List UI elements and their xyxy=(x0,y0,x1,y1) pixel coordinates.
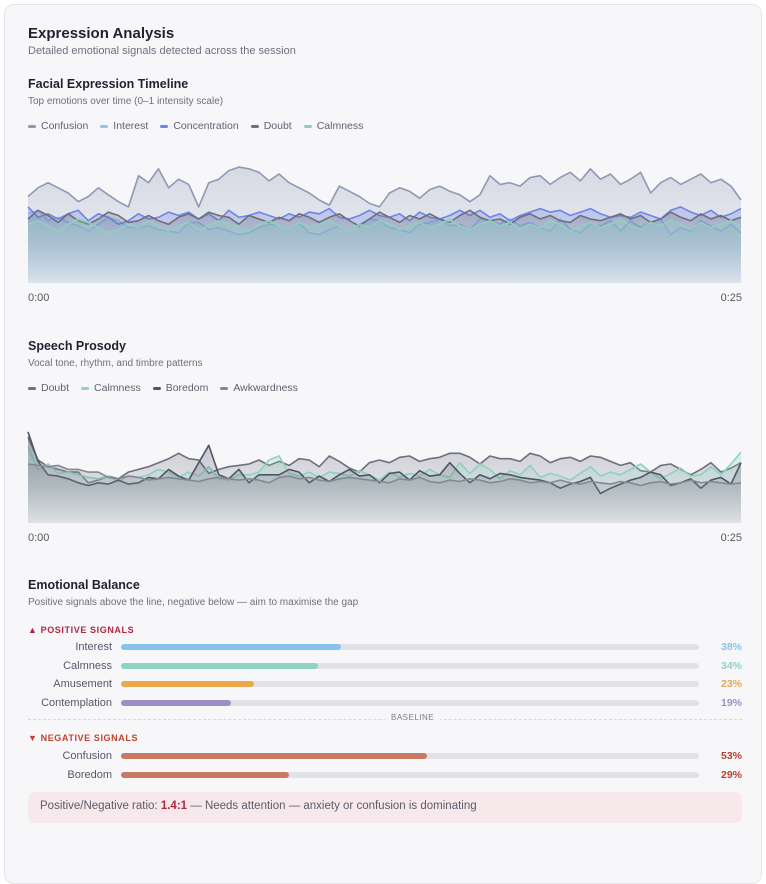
signal-label-calmness: Calmness xyxy=(63,659,112,672)
signal-value-interest: 38% xyxy=(720,641,742,653)
ratio-value: 1.4:1 xyxy=(160,800,188,812)
signal-label-amusement: Amusement xyxy=(53,678,112,690)
signal-track-calmness xyxy=(121,662,699,669)
ratio-message: — Needs attention — anxiety or confusion… xyxy=(190,800,477,812)
facial-chart-subtitle: Top emotions over time (0–1 intensity sc… xyxy=(28,96,224,107)
signal-label-confusion: Confusion xyxy=(62,750,112,762)
legend-swatch xyxy=(152,386,161,390)
legend-label: Confusion xyxy=(41,120,89,132)
legend-swatch xyxy=(220,386,229,390)
legend-item-doubt: Doubt xyxy=(28,382,69,394)
series-line-calmness xyxy=(27,446,742,483)
signal-value-contemplation: 19% xyxy=(720,696,742,709)
signal-value-confusion: 53% xyxy=(720,750,742,762)
legend-swatch xyxy=(250,124,259,128)
legend-swatch xyxy=(100,124,109,128)
signal-label-contemplation: Contemplation xyxy=(41,696,112,709)
ratio-summary-banner: Positive/Negative ratio: 1.4:1 — Needs a… xyxy=(28,792,742,823)
legend-label: Calmness xyxy=(94,382,141,394)
speech-chart-legend: Doubt Calmness Boredom Awkwardness xyxy=(28,382,298,394)
signal-bar-calmness xyxy=(121,662,318,669)
signal-bar-boredom xyxy=(121,771,289,778)
speech-x-start-label: 0:00 xyxy=(28,532,50,544)
signal-bar-contemplation xyxy=(121,699,231,706)
balance-title: Emotional Balance xyxy=(28,578,140,592)
series-line-confusion xyxy=(27,166,742,208)
legend-label: Calmness xyxy=(316,120,364,132)
signal-value-boredom: 29% xyxy=(720,768,742,781)
legend-item-interest: Interest xyxy=(100,120,148,132)
signal-track-boredom xyxy=(121,771,699,778)
series-area-calmness xyxy=(28,219,741,283)
signal-label-boredom: Boredom xyxy=(67,768,112,781)
legend-item-doubt: Doubt xyxy=(250,120,292,132)
expression-analysis-card xyxy=(4,4,762,884)
speech-chart-subtitle: Vocal tone, rhythm, and timbre patterns xyxy=(28,358,203,369)
ratio-prefix: Positive/Negative ratio: xyxy=(40,800,158,812)
series-line-calmness xyxy=(27,218,742,234)
legend-swatch xyxy=(160,124,169,128)
signal-bar-interest xyxy=(121,644,341,650)
legend-item-calmness: Calmness xyxy=(81,382,141,394)
signal-value-amusement: 23% xyxy=(720,678,742,690)
legend-swatch xyxy=(28,124,36,128)
speech-x-end-label: 0:25 xyxy=(720,532,742,544)
balance-subtitle: Positive signals above the line, negativ… xyxy=(28,597,359,608)
facial-chart-title: Facial Expression Timeline xyxy=(28,77,189,91)
positive-signals-heading: ▲ POSITIVE SIGNALS xyxy=(28,625,135,635)
legend-swatch xyxy=(28,386,36,390)
signal-bar-amusement xyxy=(121,681,254,687)
signal-track-contemplation xyxy=(121,699,699,706)
legend-label: Boredom xyxy=(165,382,209,394)
legend-item-confusion: Confusion xyxy=(28,120,88,132)
facial-x-end-label: 0:25 xyxy=(720,292,742,304)
series-line-doubt xyxy=(27,436,742,484)
legend-item-boredom: Boredom xyxy=(152,382,209,394)
legend-label: Doubt xyxy=(41,382,70,394)
facial-x-start-label: 0:00 xyxy=(28,292,50,304)
legend-item-concentration: Concentration xyxy=(160,120,239,132)
legend-swatch xyxy=(303,124,312,128)
signal-track-confusion xyxy=(121,753,699,759)
legend-item-calmness: Calmness xyxy=(303,120,364,132)
signal-bar-confusion xyxy=(121,753,428,759)
signal-label-interest: Interest xyxy=(75,641,112,653)
negative-signals-heading: ▼ NEGATIVE SIGNALS xyxy=(28,733,139,743)
speech-chart-title: Speech Prosody xyxy=(28,339,126,353)
signal-track-interest xyxy=(121,644,699,650)
legend-label: Concentration xyxy=(173,120,239,132)
signal-value-calmness: 34% xyxy=(720,659,742,672)
series-line-doubt xyxy=(27,209,742,227)
series-area-awkwardness xyxy=(28,464,741,523)
page-subtitle: Detailed emotional signals detected acro… xyxy=(28,45,296,57)
legend-label: Awkwardness xyxy=(233,382,298,394)
legend-item-awkwardness: Awkwardness xyxy=(220,382,298,394)
legend-label: Interest xyxy=(113,120,149,132)
series-line-awkwardness xyxy=(27,463,742,487)
baseline-label: BASELINE xyxy=(385,713,441,722)
legend-swatch xyxy=(81,386,90,390)
signal-track-amusement xyxy=(121,681,699,687)
legend-label: Doubt xyxy=(263,120,292,132)
facial-chart-legend: Confusion Interest Concentration Doubt Calmn… xyxy=(28,120,363,132)
page-title: Expression Analysis xyxy=(28,25,175,42)
